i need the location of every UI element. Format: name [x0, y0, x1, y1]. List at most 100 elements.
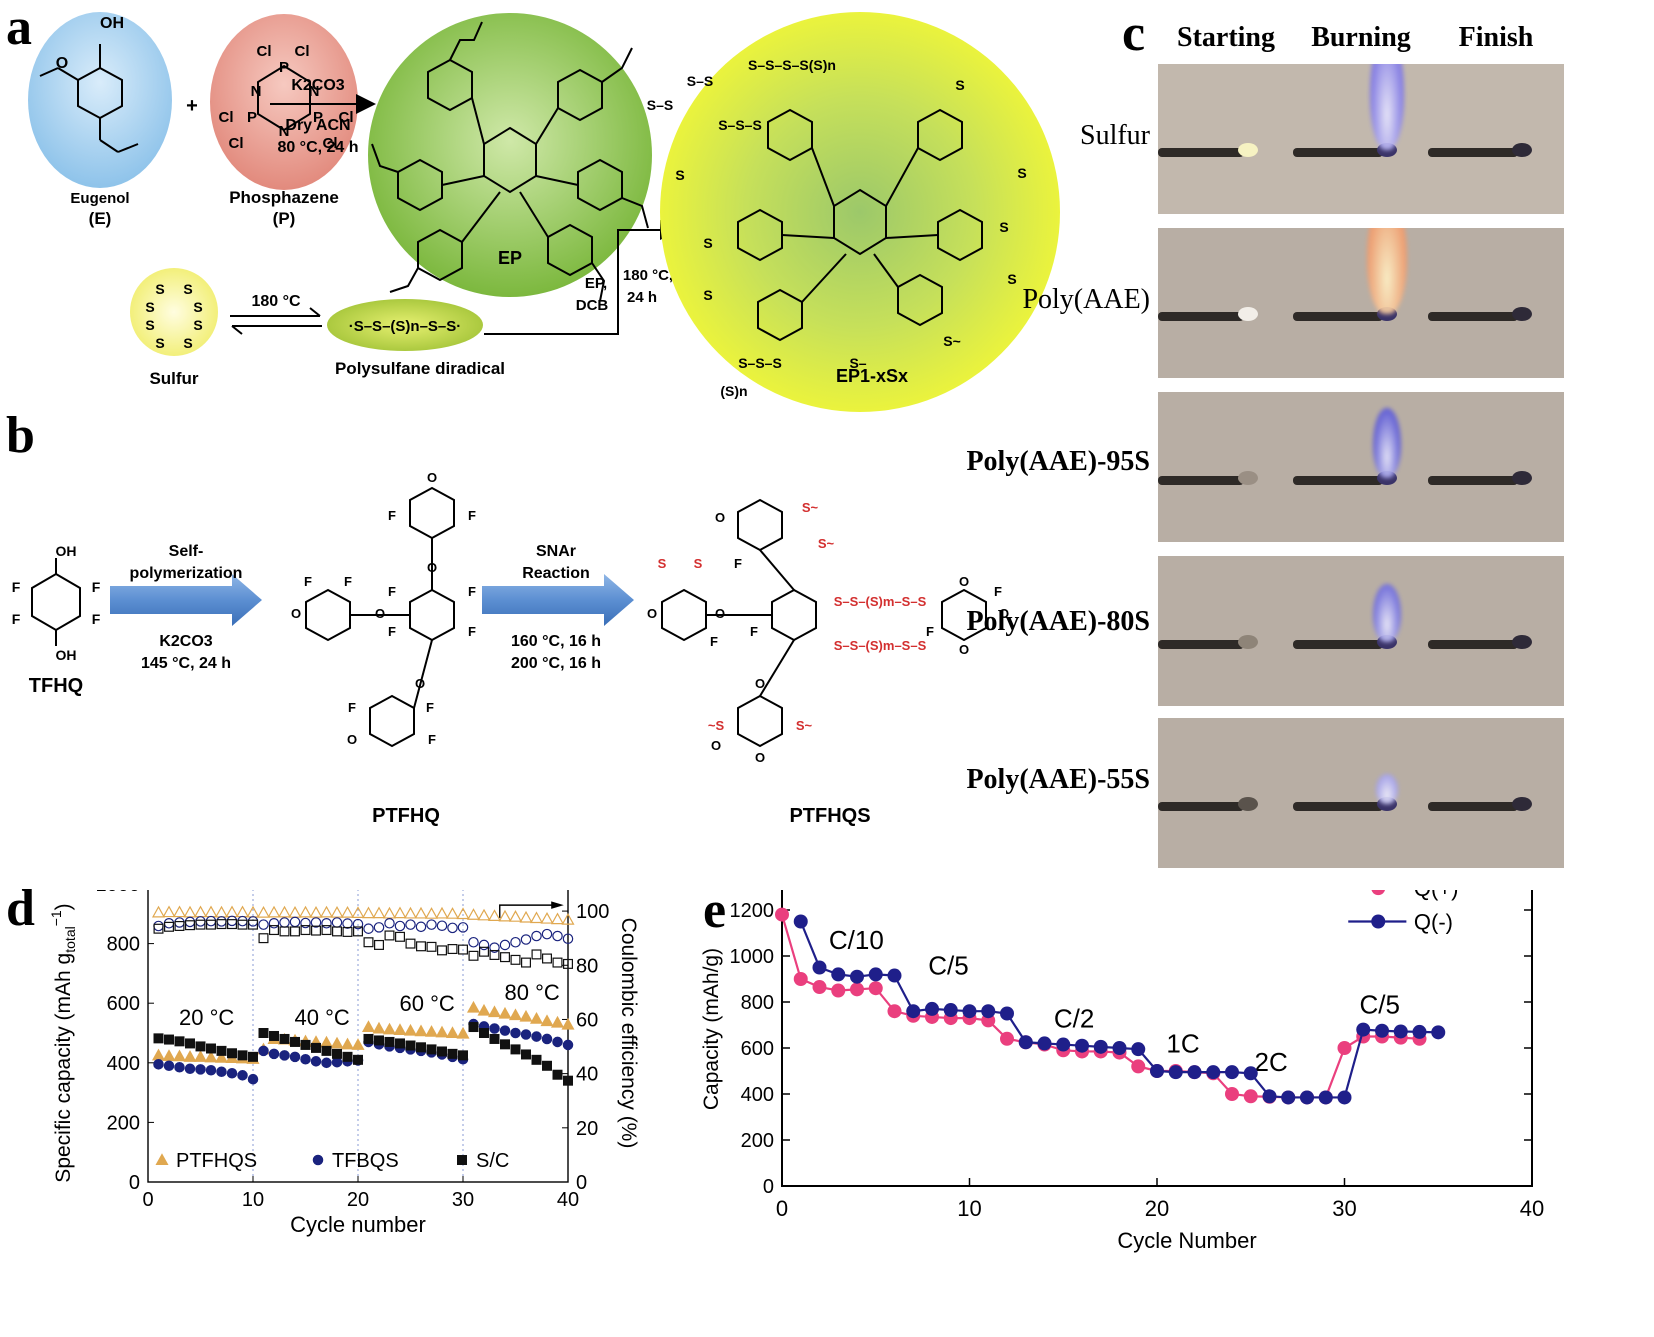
data-point: [405, 919, 416, 930]
data-point: [1018, 1035, 1033, 1050]
data-point: [887, 968, 902, 983]
data-point: [310, 1056, 322, 1067]
data-point: [363, 937, 374, 948]
burn-photo-r5-c2: [1293, 718, 1429, 868]
eq-temp-label: 180 °C: [251, 293, 301, 310]
data-point: [1131, 1042, 1146, 1057]
y2-axis-label: Coulombic efficiency (%): [617, 918, 640, 1149]
data-point: [489, 1023, 500, 1034]
data-point: [424, 1025, 439, 1037]
product-sulfur-chains: S–SS–S S–S–S–S(S)nS–S–S SS SS SS S–S–S S–…: [647, 57, 1027, 399]
data-point: [153, 1059, 164, 1070]
data-point: [216, 919, 227, 930]
svg-text:S~: S~: [943, 333, 961, 349]
ptfhqs-label: PTFHQS: [789, 805, 870, 827]
svg-text:S–S–S–S(S)n: S–S–S–S(S)n: [748, 57, 836, 73]
reaction-arrow-b1: [110, 574, 262, 626]
data-point: [172, 1049, 187, 1062]
data-point: [237, 1050, 248, 1061]
svg-text:Cl: Cl: [295, 43, 310, 60]
svg-text:S: S: [1007, 271, 1016, 287]
data-point: [1281, 1090, 1296, 1105]
data-point: [405, 938, 416, 949]
data-point: [321, 918, 332, 929]
data-point: [416, 1042, 427, 1053]
svg-text:(S)n: (S)n: [720, 383, 747, 399]
data-point: [403, 906, 418, 919]
flame: [1367, 228, 1407, 314]
data-point: [395, 931, 406, 942]
temperature-label: 80 °C: [505, 980, 560, 1005]
svg-text:S~: S~: [802, 500, 819, 515]
data-point: [405, 1040, 416, 1051]
data-point: [153, 923, 164, 934]
data-point: [382, 1022, 397, 1035]
data-point: [1337, 1090, 1352, 1105]
svg-text:P: P: [279, 59, 289, 76]
legend-marker: [155, 1153, 169, 1165]
svg-text:F: F: [468, 584, 476, 599]
data-point: [289, 1051, 301, 1063]
data-point: [466, 908, 481, 920]
eugenol-structure: [39, 44, 139, 153]
burn-photo-r3-c1: [1158, 392, 1294, 542]
x-tick-label: 0: [776, 1196, 788, 1221]
data-point: [498, 1006, 512, 1019]
data-point: [342, 1051, 353, 1062]
y-tick-label: 200: [741, 1130, 774, 1152]
spatula: [1428, 312, 1518, 321]
data-point: [520, 1049, 531, 1060]
svg-text:S–: S–: [849, 355, 866, 371]
spatula: [1158, 312, 1244, 321]
svg-text:O: O: [291, 606, 301, 621]
svg-text:OH: OH: [56, 543, 77, 559]
burn-photo-r4-c1: [1158, 556, 1294, 706]
spatula: [1158, 148, 1244, 157]
data-point: [499, 939, 511, 951]
product-structure: [737, 108, 983, 342]
data-point: [500, 1039, 511, 1050]
svg-text:O: O: [427, 560, 437, 575]
data-point: [437, 1046, 448, 1057]
data-point: [174, 920, 185, 931]
svg-text:Cl: Cl: [219, 109, 234, 126]
spatula: [1428, 148, 1518, 157]
data-point: [831, 983, 846, 998]
data-point: [550, 1015, 565, 1028]
x-tick-label: 30: [1332, 1196, 1356, 1221]
panel-e: 0200400600800100012001400010203040Cycle …: [700, 854, 1654, 1337]
panel-label-e: e: [703, 882, 727, 939]
step1-line2: polymerization: [130, 565, 243, 582]
y-axis-label: Specific capacity (mAh gtotal−1): [48, 903, 78, 1182]
data-point: [793, 914, 808, 929]
data-point: [374, 939, 385, 950]
data-point: [468, 950, 479, 961]
svg-text:F: F: [926, 624, 934, 639]
data-point: [267, 905, 281, 918]
product-sphere: [660, 12, 1060, 412]
svg-text:O: O: [375, 606, 385, 621]
spatula: [1158, 640, 1244, 649]
reaction-label: Reaction: [522, 565, 590, 582]
svg-text:S: S: [183, 335, 192, 351]
data-point: [508, 910, 523, 922]
data-point: [831, 967, 846, 982]
data-point: [510, 954, 521, 965]
svg-text:F: F: [92, 611, 101, 627]
svg-text:EP,: EP,: [585, 275, 607, 292]
data-point: [279, 1050, 290, 1061]
tfhq-label: TFHQ: [29, 675, 83, 697]
data-point: [943, 1003, 958, 1018]
data-point: [227, 1048, 238, 1059]
svg-text:S: S: [999, 219, 1008, 235]
legend-d: PTFHQS TFBQS S/C: [155, 1150, 509, 1172]
burn-photo-r4-c2: [1293, 556, 1429, 706]
legend-label: Q(-): [1414, 910, 1453, 935]
data-point: [510, 936, 521, 948]
data-point: [342, 926, 353, 937]
data-point: [850, 969, 864, 984]
sulfur-s8-circle: [130, 268, 218, 356]
data-point: [426, 1044, 437, 1055]
sulfur-label: Sulfur: [149, 369, 198, 388]
flame: [1373, 584, 1401, 642]
